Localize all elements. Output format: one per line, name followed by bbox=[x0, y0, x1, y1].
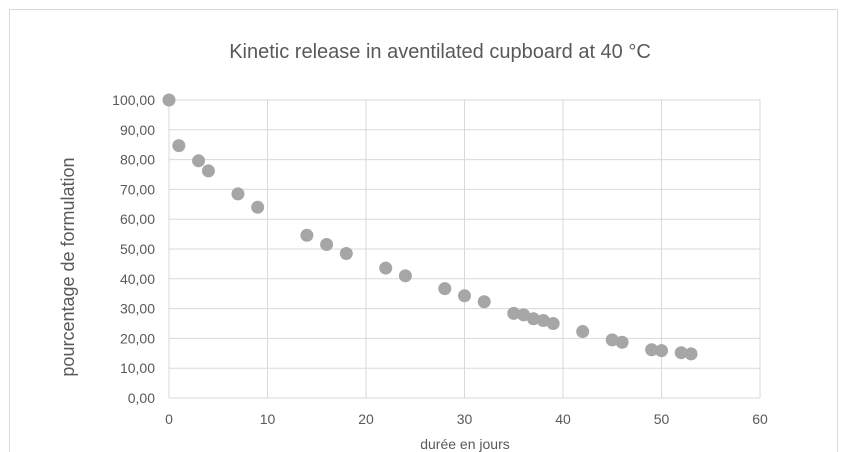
data-point bbox=[615, 335, 629, 349]
data-point bbox=[507, 306, 521, 320]
data-point bbox=[458, 289, 471, 303]
x-tick-labels: 0 10 20 30 40 50 60 bbox=[165, 411, 768, 427]
data-point bbox=[536, 314, 550, 328]
x-axis-label: durée en jours bbox=[420, 436, 510, 452]
data-point bbox=[477, 295, 491, 309]
data-point bbox=[201, 164, 215, 178]
data-point bbox=[655, 344, 668, 358]
y-tick-label: 30,00 bbox=[120, 301, 155, 317]
chart-title: Kinetic release in aventilated cupboard … bbox=[229, 41, 651, 63]
y-tick-label: 50,00 bbox=[120, 241, 155, 257]
x-tick-label: 60 bbox=[752, 411, 768, 427]
data-point bbox=[192, 154, 206, 168]
data-point bbox=[379, 261, 393, 275]
data-point bbox=[162, 93, 176, 107]
data-point bbox=[674, 346, 688, 360]
data-point bbox=[684, 347, 698, 361]
y-axis-label: pourcentage de formulation bbox=[58, 157, 78, 376]
grid-lines bbox=[168, 99, 761, 399]
data-point bbox=[320, 238, 334, 252]
data-point bbox=[438, 282, 452, 296]
x-tick-label: 0 bbox=[165, 411, 173, 427]
data-point bbox=[517, 308, 531, 322]
data-point bbox=[645, 343, 659, 357]
y-tick-labels: 0,00 10,00 20,00 30,00 40,00 50,00 60,00 70,00 8… bbox=[112, 92, 155, 406]
data-point bbox=[605, 333, 619, 347]
data-point bbox=[526, 312, 540, 326]
x-tick-label: 20 bbox=[358, 411, 374, 427]
y-tick-label: 70,00 bbox=[120, 181, 155, 197]
data-point bbox=[546, 317, 560, 330]
data-point bbox=[576, 325, 590, 339]
data-point bbox=[398, 269, 412, 283]
y-tick-label: 10,00 bbox=[120, 360, 155, 376]
y-tick-label: 60,00 bbox=[120, 211, 155, 227]
data-point bbox=[172, 139, 186, 153]
x-tick-label: 30 bbox=[457, 411, 473, 427]
chart-frame bbox=[9, 9, 838, 452]
y-tick-label: 80,00 bbox=[120, 152, 155, 168]
x-tick-label: 10 bbox=[260, 411, 276, 427]
data-points bbox=[162, 93, 698, 361]
data-point bbox=[339, 246, 353, 260]
data-point bbox=[300, 228, 314, 242]
x-tick-label: 40 bbox=[555, 411, 571, 427]
data-point bbox=[231, 187, 245, 201]
y-tick-label: 100,00 bbox=[112, 92, 155, 108]
data-point bbox=[251, 200, 265, 214]
x-tick-label: 50 bbox=[654, 411, 670, 427]
y-tick-label: 40,00 bbox=[120, 271, 155, 287]
y-tick-label: 90,00 bbox=[120, 122, 155, 138]
y-tick-label: 20,00 bbox=[120, 330, 155, 346]
y-tick-label: 0,00 bbox=[128, 390, 155, 406]
